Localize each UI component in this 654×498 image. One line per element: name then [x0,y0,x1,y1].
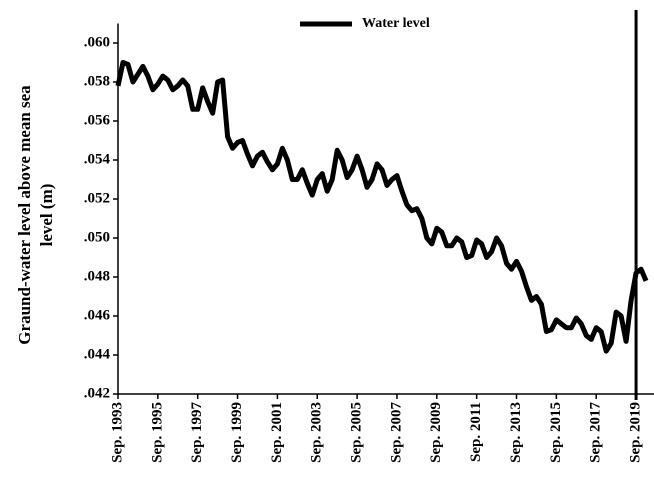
y-tick-label: .048 [84,268,110,284]
y-tick-label: .052 [84,190,110,206]
x-tick-label: Sep. 1999 [229,402,245,463]
y-axis-label: level (m) [37,184,56,247]
x-tick-label: Sep. 1993 [109,402,125,463]
x-tick-label: Sep. 2005 [349,402,365,463]
y-tick-label: .056 [84,112,111,128]
x-tick-label: Sep. 2019 [628,402,644,463]
y-tick-label: .058 [84,73,110,89]
x-tick-label: Sep. 1997 [189,402,205,463]
y-tick-label: .060 [84,34,110,50]
y-tick-label: .046 [84,307,111,323]
y-axis-label: Graund-water level above mean sea [15,85,34,345]
y-tick-label: .054 [84,151,111,167]
x-tick-label: Sep. 1995 [149,402,165,463]
line-series [115,60,649,354]
x-tick-label: Sep. 2001 [269,402,285,463]
y-tick-label: .044 [84,346,111,362]
x-tick-label: Sep. 2015 [548,402,564,463]
x-tick-label: Sep. 2009 [428,402,444,463]
x-tick-label: Sep. 2011 [468,402,484,462]
legend-label: Water level [362,16,430,31]
x-tick-label: Sep. 2017 [588,402,604,463]
x-tick-label: Sep. 2003 [309,402,325,463]
x-tick-label: Sep. 2007 [388,402,404,463]
x-tick-label: Sep. 2013 [508,402,524,463]
y-tick-label: .050 [84,229,110,245]
y-tick-label: .042 [84,385,110,401]
